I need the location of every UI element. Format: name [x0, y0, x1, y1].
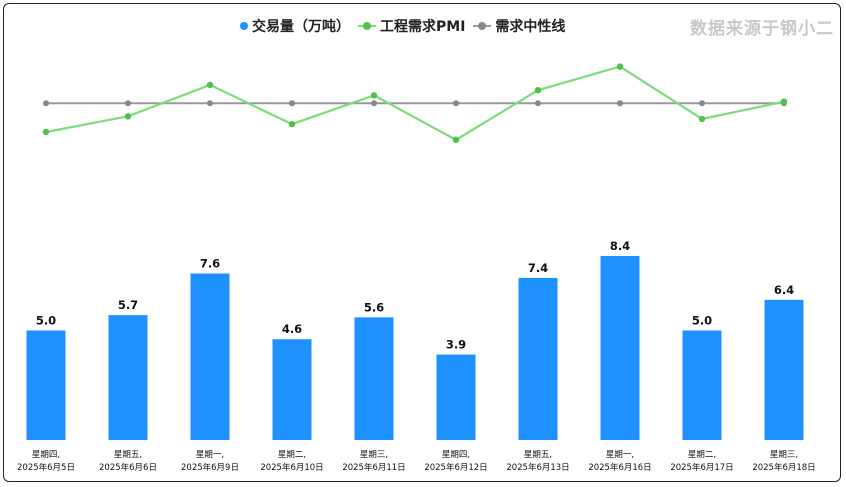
x-tick-date-2: 2025年6月9日: [181, 462, 239, 473]
bar-9: [764, 299, 804, 440]
neutral-point-6: [535, 100, 541, 107]
neutral-point-2: [207, 100, 213, 107]
x-tick-weekday-2: 星期一,: [196, 450, 224, 460]
legend-item-pmi[interactable]: 工程需求PMI: [358, 16, 465, 36]
bar-value-label-3: 4.6: [282, 322, 302, 336]
x-tick-weekday-7: 星期一,: [606, 450, 634, 460]
x-tick-date-6: 2025年6月13日: [506, 462, 569, 473]
x-tick-date-8: 2025年6月17日: [670, 462, 733, 473]
legend-volume-marker: [240, 22, 248, 30]
x-tick-weekday-5: 星期四,: [442, 450, 470, 460]
neutral-point-8: [699, 100, 705, 107]
legend-neutral-label: 需求中性线: [495, 19, 566, 35]
data-source-watermark: 数据来源于钢小二: [690, 19, 834, 39]
bar-6: [518, 277, 558, 440]
bar-value-label-0: 5.0: [36, 313, 56, 327]
neutral-point-3: [289, 100, 295, 107]
pmi-point-2: [206, 81, 214, 89]
x-tick-date-5: 2025年6月12日: [424, 462, 487, 473]
x-tick-date-3: 2025年6月10日: [260, 462, 323, 473]
pmi-point-9: [780, 98, 788, 105]
neutral-point-5: [453, 100, 459, 107]
bar-2: [190, 273, 230, 440]
x-tick-date-0: 2025年6月5日: [17, 462, 75, 473]
x-tick-weekday-6: 星期五,: [524, 450, 552, 460]
x-tick-weekday-8: 星期二,: [688, 450, 716, 460]
x-tick-weekday-0: 星期四,: [32, 450, 60, 460]
pmi-point-6: [534, 86, 542, 94]
legend: 交易量（万吨） 工程需求PMI 需求中性线: [240, 14, 565, 38]
bar-value-label-2: 7.6: [200, 257, 220, 271]
pmi-point-3: [288, 120, 296, 128]
bar-8: [682, 330, 722, 440]
neutral-point-1: [125, 100, 131, 107]
pmi-point-5: [452, 136, 460, 144]
x-tick-date-9: 2025年6月18日: [752, 462, 815, 473]
neutral-point-7: [617, 100, 623, 107]
bar-value-label-6: 7.4: [528, 261, 548, 275]
pmi-point-1: [124, 113, 132, 120]
bar-5: [436, 354, 476, 440]
bar-value-label-7: 8.4: [610, 239, 630, 253]
bar-1: [108, 315, 148, 440]
x-tick-weekday-9: 星期三,: [770, 450, 798, 460]
legend-item-neutral[interactable]: 需求中性线: [473, 16, 565, 36]
pmi-point-8: [698, 115, 706, 123]
legend-volume-label: 交易量（万吨）: [252, 19, 350, 35]
x-tick-weekday-4: 星期三,: [360, 450, 388, 460]
x-tick-date-7: 2025年6月16日: [588, 462, 651, 473]
x-tick-date-1: 2025年6月6日: [99, 462, 157, 473]
bar-4: [354, 317, 394, 440]
legend-pmi-label: 工程需求PMI: [380, 19, 466, 35]
x-tick-date-4: 2025年6月11日: [342, 462, 405, 473]
legend-item-volume[interactable]: 交易量（万吨）: [240, 16, 350, 36]
pmi-point-0: [42, 128, 50, 136]
x-tick-weekday-3: 星期二,: [278, 450, 306, 460]
legend-pmi-marker: [358, 22, 376, 30]
pmi-point-4: [370, 92, 378, 99]
bar-value-label-9: 6.4: [774, 283, 794, 297]
x-tick-weekday-1: 星期五,: [114, 450, 142, 460]
bar-3: [272, 339, 312, 440]
legend-neutral-marker: [473, 22, 492, 30]
neutral-point-4: [371, 100, 377, 107]
bar-value-label-8: 5.0: [692, 313, 712, 327]
bar-0: [26, 330, 66, 440]
bar-value-label-1: 5.7: [118, 298, 138, 312]
pmi-point-7: [616, 63, 624, 70]
bar-value-label-4: 5.6: [364, 300, 384, 314]
pmi-line: [45, 65, 785, 142]
neutral-point-0: [43, 100, 49, 107]
bar-value-label-5: 3.9: [446, 338, 466, 352]
bar-7: [600, 256, 640, 440]
